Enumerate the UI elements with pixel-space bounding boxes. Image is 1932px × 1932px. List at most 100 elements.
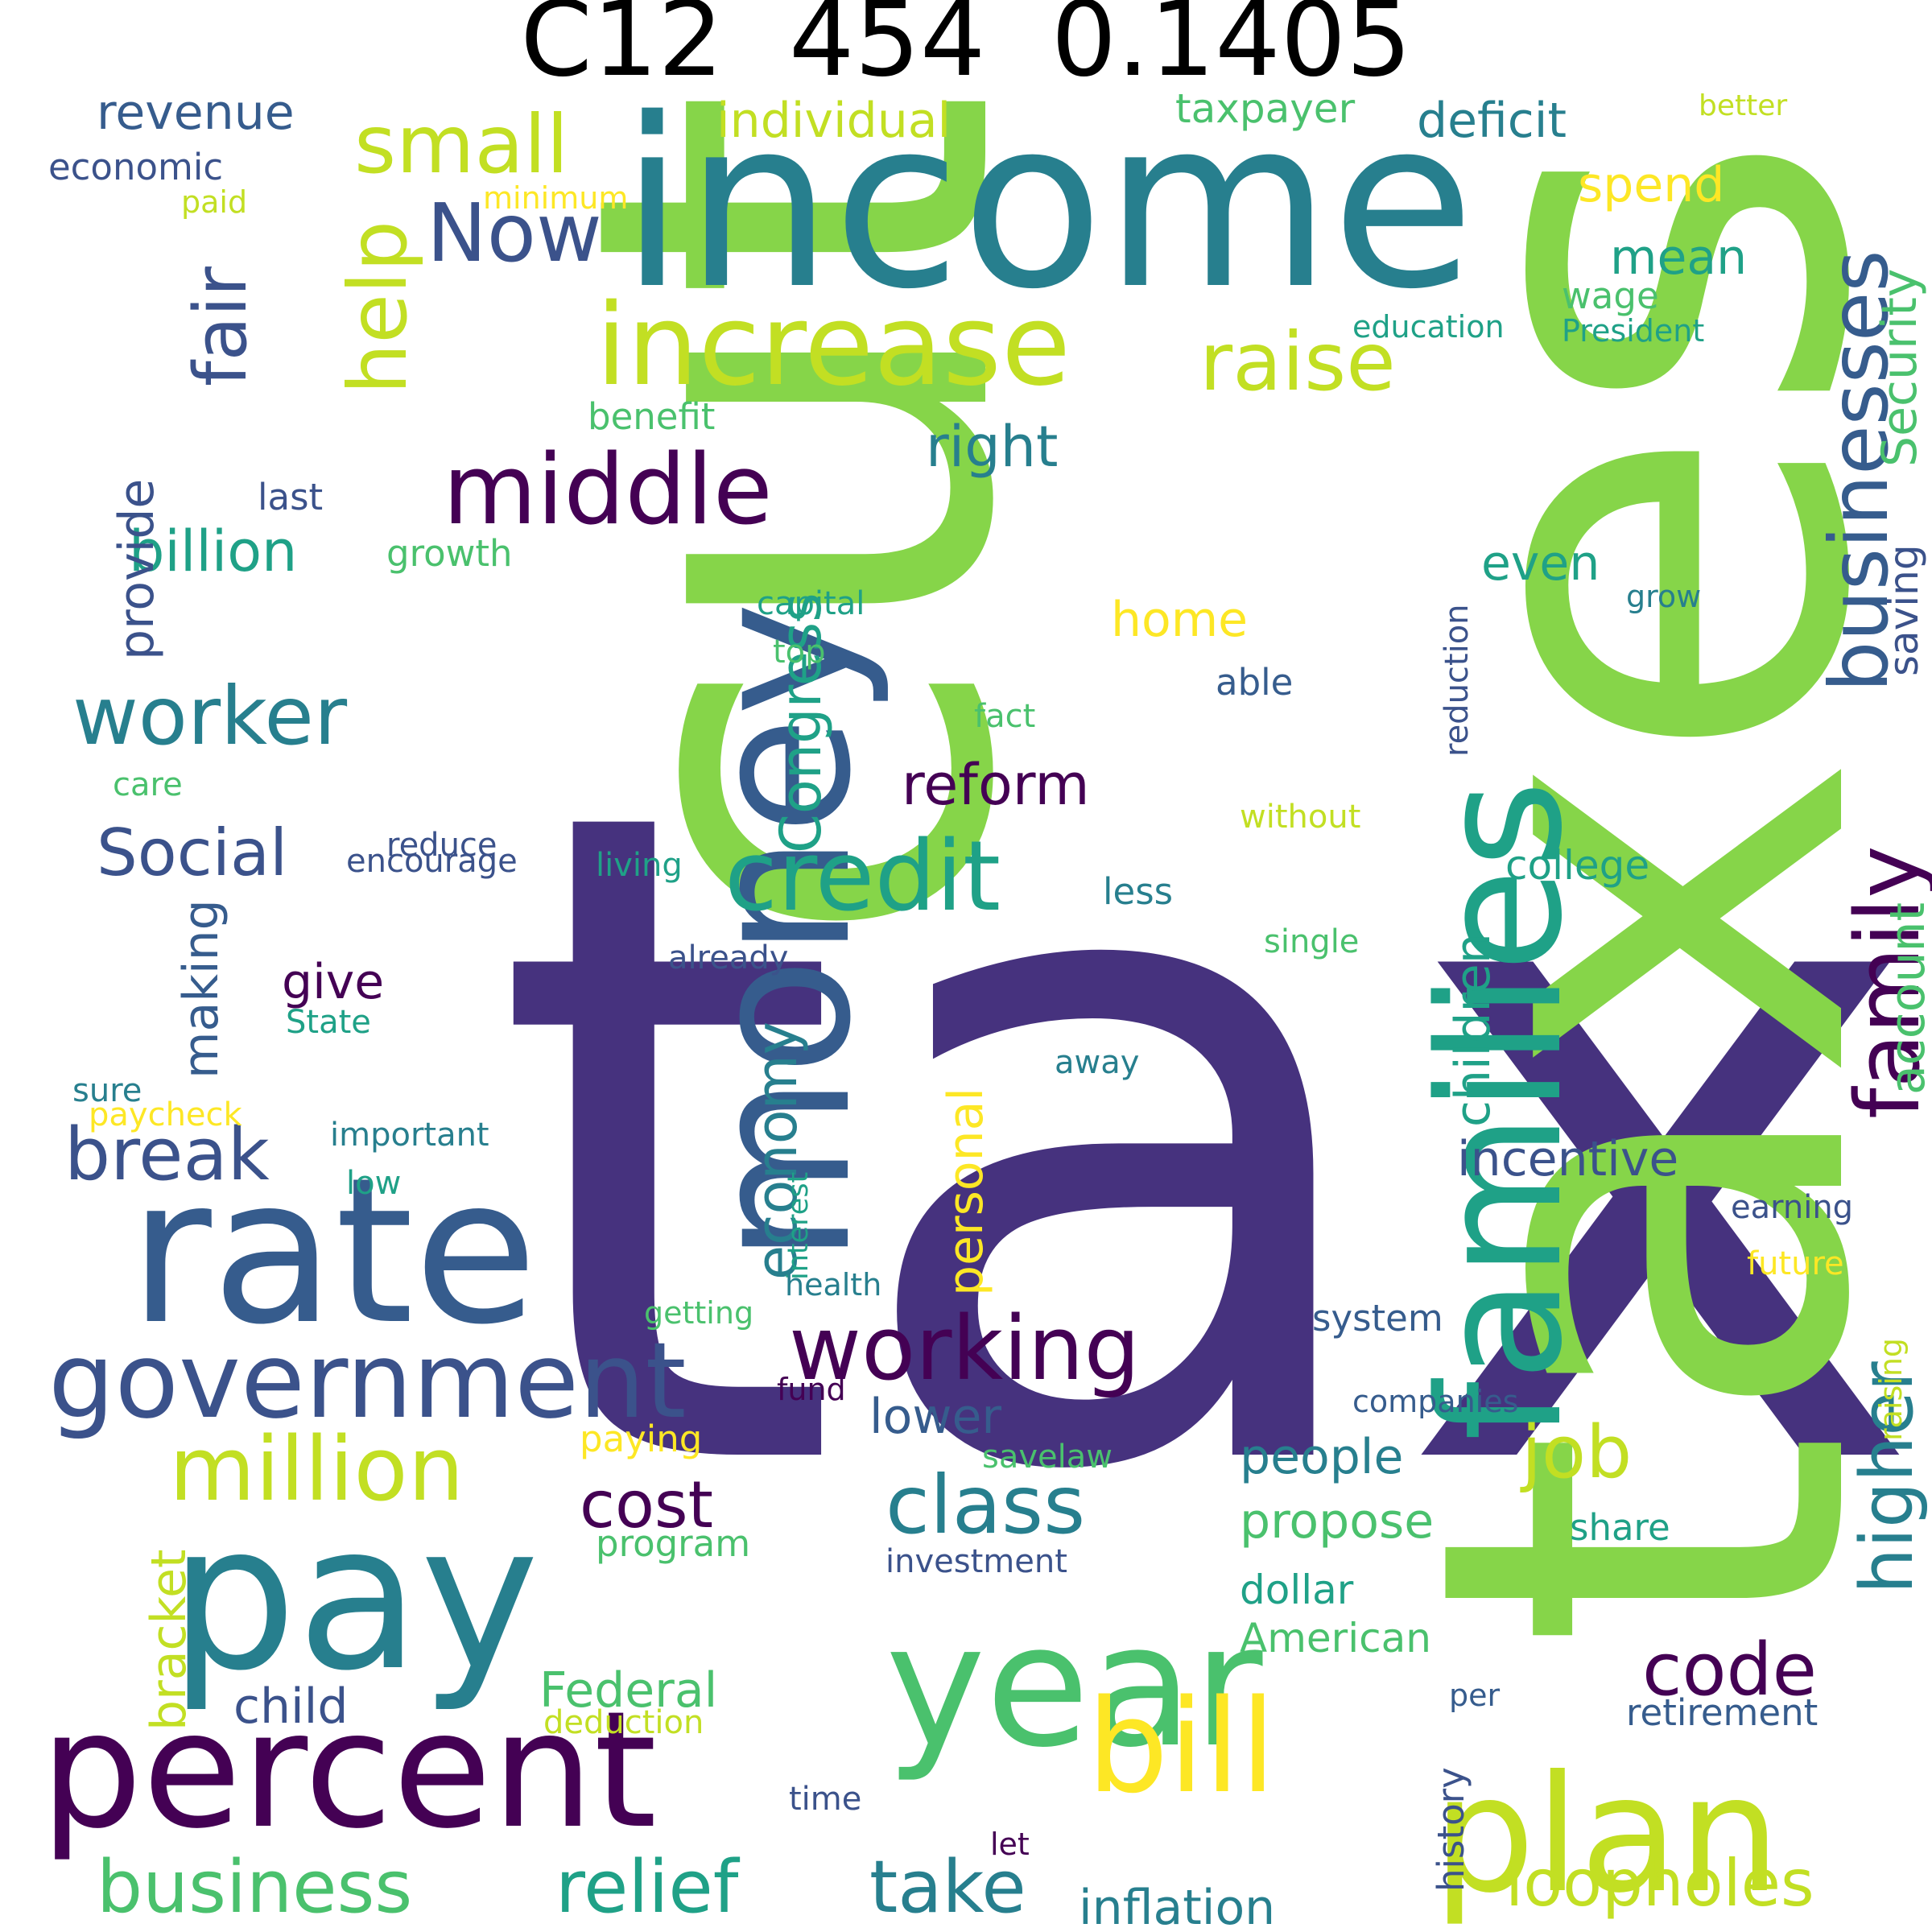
word-companies: companies [1352, 1384, 1519, 1419]
word-federal: Federal [539, 1662, 718, 1719]
word-paycheck: paycheck [89, 1096, 242, 1133]
word-economic: economic [48, 146, 224, 188]
word-encourage: encourage [346, 843, 518, 880]
word-percent: percent [40, 1677, 658, 1864]
word-wage: wage [1562, 275, 1659, 317]
word-deficit: deficit [1417, 93, 1567, 149]
word-spend: spend [1578, 157, 1725, 213]
word-sure: sure [72, 1072, 142, 1109]
word-president: President [1562, 313, 1705, 349]
word-without: without [1240, 799, 1361, 836]
word-history: history [1430, 1767, 1472, 1892]
word-earning: earning [1731, 1189, 1854, 1226]
word-better: better [1699, 89, 1788, 122]
word-already: already [668, 939, 789, 976]
word-last: last [258, 476, 324, 518]
word-time: time [789, 1781, 862, 1818]
word-away: away [1055, 1044, 1140, 1081]
word-give: give [282, 954, 385, 1010]
word-credit: credit [724, 821, 1001, 933]
word-deduction: deduction [543, 1704, 704, 1741]
word-code: code [1642, 1628, 1818, 1712]
word-business: business [97, 1845, 413, 1930]
word-relief: relief [555, 1845, 739, 1930]
word-propose: propose [1240, 1493, 1435, 1550]
word-lower: lower [869, 1389, 1002, 1445]
word-incentive: incentive [1457, 1131, 1679, 1187]
word-savelaw: savelaw [982, 1439, 1113, 1476]
word-provide: provide [109, 478, 165, 660]
word-billion: billion [129, 518, 298, 584]
word-reduce: reduce [386, 827, 497, 864]
word-living: living [596, 847, 683, 884]
word-interest: interest [782, 1171, 815, 1280]
word-break: break [64, 1113, 270, 1197]
word-program: program [596, 1522, 751, 1565]
word-year: year [886, 1587, 1263, 1785]
word-fact: fact [974, 698, 1036, 735]
word-people: people [1240, 1429, 1404, 1485]
word-middle: middle [443, 435, 773, 547]
word-inflation: inflation [1079, 1880, 1276, 1932]
word-small: small [354, 97, 569, 192]
word-class: class [886, 1458, 1086, 1552]
word-college: college [1505, 842, 1650, 889]
word-american: American [1240, 1615, 1431, 1662]
cloud-title: C12 454 0.1405 [520, 0, 1412, 100]
word-health: health [785, 1267, 882, 1302]
word-dollar: dollar [1240, 1567, 1354, 1613]
word-congress: Congress [768, 592, 834, 853]
word-plan: plan [1433, 1741, 1781, 1929]
word-bill: bill [1087, 1671, 1276, 1822]
word-let: let [990, 1827, 1030, 1862]
word-individual: individual [716, 93, 952, 149]
word-rate: rate [129, 1134, 538, 1368]
word-tax: tax [489, 618, 1929, 1668]
word-account: account [1880, 902, 1932, 1095]
word-security: Security [1872, 268, 1928, 467]
word-benefit: benefit [588, 395, 716, 438]
word-share: share [1570, 1506, 1670, 1549]
word-reduction: reduction [1439, 604, 1476, 757]
word-cost: cost [580, 1468, 713, 1542]
word-take: take [869, 1845, 1026, 1930]
word-social: Social [97, 815, 288, 890]
word-raising: raising [1873, 1337, 1909, 1441]
word-important: important [330, 1117, 489, 1154]
word-growth: growth [386, 532, 513, 575]
word-capital: capital [757, 585, 865, 622]
word-revenue: revenue [97, 85, 295, 141]
word-low: low [346, 1165, 402, 1202]
word-help: help [331, 220, 425, 394]
word-million: million [169, 1418, 464, 1521]
word-taxpayer: taxpayer [1175, 85, 1356, 132]
word-even: even [1481, 535, 1600, 592]
word-working: working [789, 1297, 1141, 1400]
word-making: making [173, 899, 229, 1079]
word-education: education [1352, 309, 1505, 345]
word-now: Now [427, 186, 602, 280]
word-fair: fair [179, 266, 263, 386]
word-single: single [1264, 923, 1360, 960]
word-child: child [233, 1678, 349, 1735]
word-per: per [1449, 1678, 1501, 1713]
word-care: care [113, 766, 183, 803]
word-future: future [1747, 1245, 1844, 1282]
word-loopholes: loopholes [1505, 1846, 1814, 1921]
word-government: government [48, 1319, 687, 1442]
word-children: children [1445, 933, 1501, 1127]
word-minimum: minimum [483, 180, 629, 216]
word-personal: personal [938, 1087, 994, 1296]
word-worker: worker [72, 669, 348, 763]
word-less: less [1103, 870, 1174, 913]
word-paying: paying [580, 1418, 703, 1460]
word-top: top [773, 634, 826, 671]
word-able: able [1216, 661, 1294, 704]
word-grow: grow [1626, 579, 1702, 614]
word-job: job [1521, 1410, 1633, 1495]
word-right: right [926, 414, 1059, 480]
word-fund: fund [777, 1372, 846, 1407]
word-state: State [286, 1004, 371, 1041]
word-raise: raise [1199, 315, 1396, 409]
word-saving: saving [1880, 544, 1927, 676]
